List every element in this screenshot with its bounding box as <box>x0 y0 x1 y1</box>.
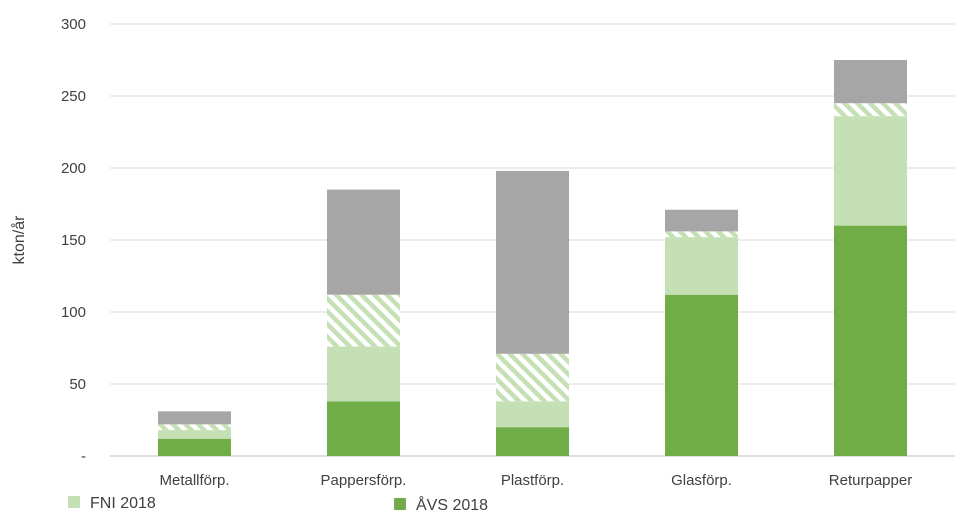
legend-swatch <box>68 496 80 508</box>
x-axis-categories: Metallförp. Pappersförp. Plastförp. Glasför… <box>159 472 912 489</box>
y-tick-label: - <box>81 448 86 465</box>
y-tick-label: 100 <box>61 304 86 321</box>
x-category-label: Glasförp. <box>671 472 732 489</box>
bar-segment-4 <box>158 411 231 425</box>
legend-label: ÅVS 2018 <box>416 495 488 514</box>
bar-segment-4 <box>834 60 907 104</box>
bar-segment-3 <box>158 424 231 431</box>
bar-segment-2 <box>496 401 569 428</box>
bar-segment-2 <box>158 430 231 439</box>
bar-segment-4 <box>496 170 569 354</box>
bar-segment-3 <box>834 103 907 117</box>
bar-segment-1 <box>327 401 400 456</box>
bar-segment-4 <box>665 209 738 232</box>
x-category-label: Plastförp. <box>501 472 564 489</box>
bar-segment-1 <box>496 427 569 456</box>
y-tick-label: 50 <box>69 376 86 393</box>
bar-segment-3 <box>327 294 400 347</box>
y-tick-label: 250 <box>61 88 86 105</box>
bar-segment-2 <box>665 237 738 295</box>
bar-segment-2 <box>834 116 907 226</box>
bar-segment-1 <box>834 225 907 456</box>
x-category-label: Metallförp. <box>159 472 229 489</box>
x-category-label: Returpapper <box>829 472 912 489</box>
bar-segment-1 <box>158 438 231 456</box>
bar-segment-2 <box>327 346 400 402</box>
legend-swatch <box>394 498 406 510</box>
x-category-label: Pappersförp. <box>321 472 407 489</box>
y-tick-label: 150 <box>61 232 86 249</box>
y-axis-label: kton/år <box>10 215 28 265</box>
legend: ÅVS 2018 FNI 2018 <box>68 495 488 514</box>
bars <box>158 60 907 456</box>
bar-segment-1 <box>665 294 738 456</box>
legend-label: FNI 2018 <box>90 495 156 512</box>
y-axis-ticks: - 50 100 150 200 250 300 <box>61 16 86 465</box>
bar-segment-3 <box>496 353 569 402</box>
bar-segment-4 <box>327 189 400 295</box>
y-tick-label: 300 <box>61 16 86 33</box>
bar-segment-3 <box>665 231 738 238</box>
y-tick-label: 200 <box>61 160 86 177</box>
